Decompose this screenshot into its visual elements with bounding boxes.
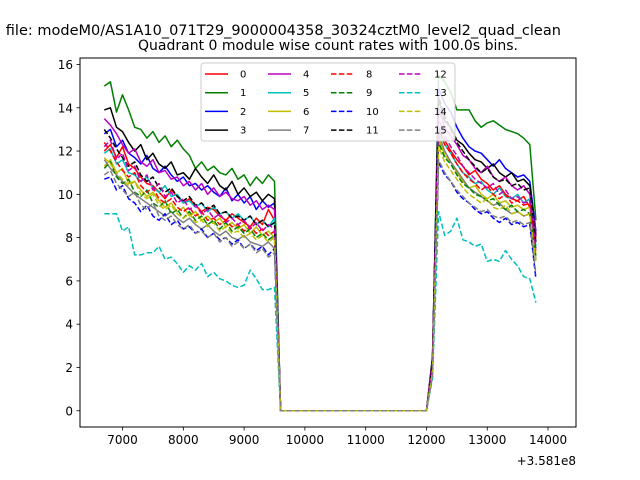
y-tick-label: 2 [65,361,73,375]
series-line-13 [104,210,537,412]
series-line-5 [103,124,537,412]
y-axis: 0 2 4 6 8 10 12 14 16 [58,58,80,418]
y-tick-label: 16 [58,58,73,72]
series-line-14 [103,145,537,412]
legend-label-5: 5 [303,88,309,99]
y-tick-label: 0 [65,404,73,418]
legend-label-10: 10 [366,107,379,118]
series-lines [103,74,537,412]
y-tick-label: 14 [58,101,73,115]
y-tick-label: 10 [58,188,73,202]
x-tick-label: 13000 [468,433,506,447]
x-tick-label: 12000 [407,433,445,447]
legend-label-4: 4 [303,70,309,81]
y-tick-label: 8 [65,231,73,245]
x-tick-label: 7000 [107,433,138,447]
series-line-10 [104,161,537,412]
legend-label-11: 11 [366,126,379,137]
x-tick-label: 10000 [286,433,324,447]
x-offset-text: +3.581e8 [517,454,576,468]
legend-label-1: 1 [240,88,246,99]
chart-title: Quadrant 0 module wise count rates with … [138,38,518,54]
series-line-4 [103,107,537,412]
x-tick-label: 8000 [168,433,199,447]
y-tick-label: 4 [65,318,73,332]
y-tick-label: 12 [58,145,73,159]
legend-label-14: 14 [434,107,447,118]
y-tick-label: 6 [65,274,73,288]
legend-label-15: 15 [434,126,447,137]
plot-frame [79,57,577,428]
legend-label-6: 6 [303,107,309,118]
chart-suptitle: n file: modeM0/AS1A10_071T29_9000004358_… [0,23,561,39]
series-line-15 [103,158,537,412]
legend-label-0: 0 [240,70,246,81]
series-line-3 [104,98,537,412]
legend-label-13: 13 [434,88,447,99]
legend-label-7: 7 [303,126,309,137]
legend-box [200,62,456,142]
legend-label-9: 9 [366,88,372,99]
legend-label-2: 2 [240,107,246,118]
series-line-9 [103,141,537,412]
legend-label-8: 8 [366,70,372,81]
x-tick-label: 11000 [347,433,385,447]
x-tick-label: 9000 [229,433,260,447]
legend-label-12: 12 [434,70,447,81]
x-tick-label: 14000 [529,433,567,447]
legend-label-3: 3 [240,126,246,137]
x-axis: 7000 8000 9000 10000 11000 12000 13000 14000 [107,427,567,447]
